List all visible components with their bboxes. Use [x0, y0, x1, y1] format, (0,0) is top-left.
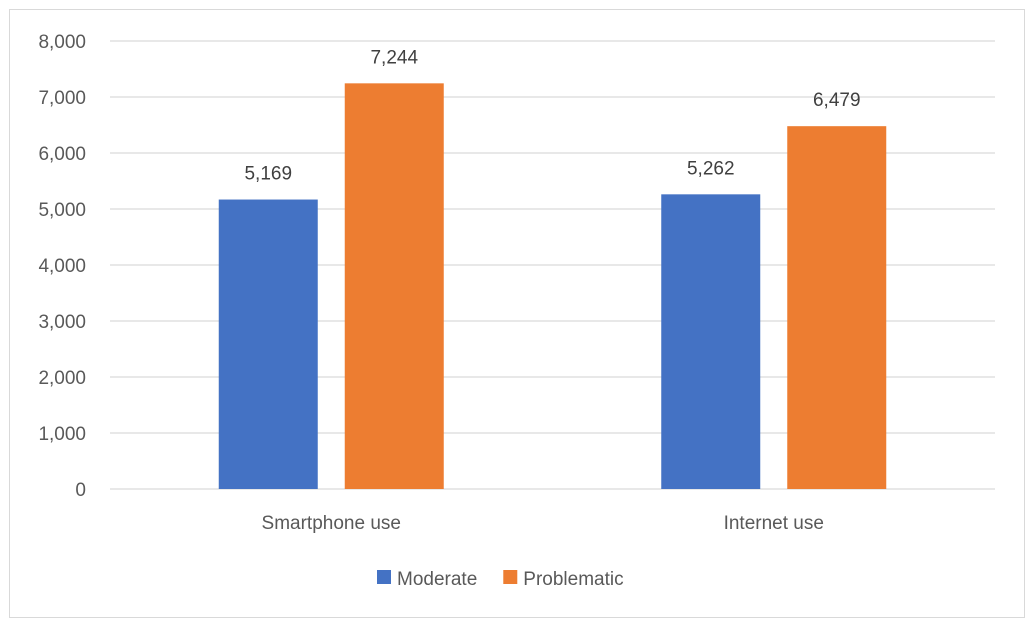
legend-swatch-moderate	[377, 570, 391, 584]
y-tick-label: 0	[75, 480, 86, 501]
x-category-label: Internet use	[724, 513, 824, 534]
data-label: 6,479	[813, 90, 861, 111]
data-label: 5,169	[244, 164, 292, 185]
data-label: 5,262	[687, 158, 735, 179]
x-axis-categories: Smartphone use Internet use	[262, 513, 824, 534]
legend: Moderate Problematic	[377, 569, 624, 590]
y-tick-label: 2,000	[38, 368, 86, 389]
legend-swatch-problematic	[503, 570, 518, 584]
bars	[218, 83, 887, 490]
y-tick-label: 4,000	[38, 256, 86, 277]
y-tick-label: 3,000	[38, 312, 86, 333]
data-label: 7,244	[370, 47, 418, 68]
bar-moderate	[218, 199, 318, 489]
y-tick-label: 1,000	[38, 424, 86, 445]
bar-problematic	[344, 83, 444, 489]
data-labels: 5,169 7,244 5,262 6,479	[244, 47, 860, 184]
legend-label: Moderate	[397, 569, 477, 590]
y-tick-label: 7,000	[38, 88, 86, 109]
x-category-label: Smartphone use	[262, 513, 401, 534]
y-tick-label: 8,000	[38, 32, 86, 53]
y-tick-label: 5,000	[38, 200, 86, 221]
bar-problematic	[787, 126, 887, 490]
y-axis-ticks: 0 1,000 2,000 3,000 4,000 5,000 6,000 7,000 8,00…	[38, 32, 86, 501]
y-tick-label: 6,000	[38, 144, 86, 165]
bar-moderate	[661, 194, 761, 489]
legend-label: Problematic	[523, 569, 623, 590]
